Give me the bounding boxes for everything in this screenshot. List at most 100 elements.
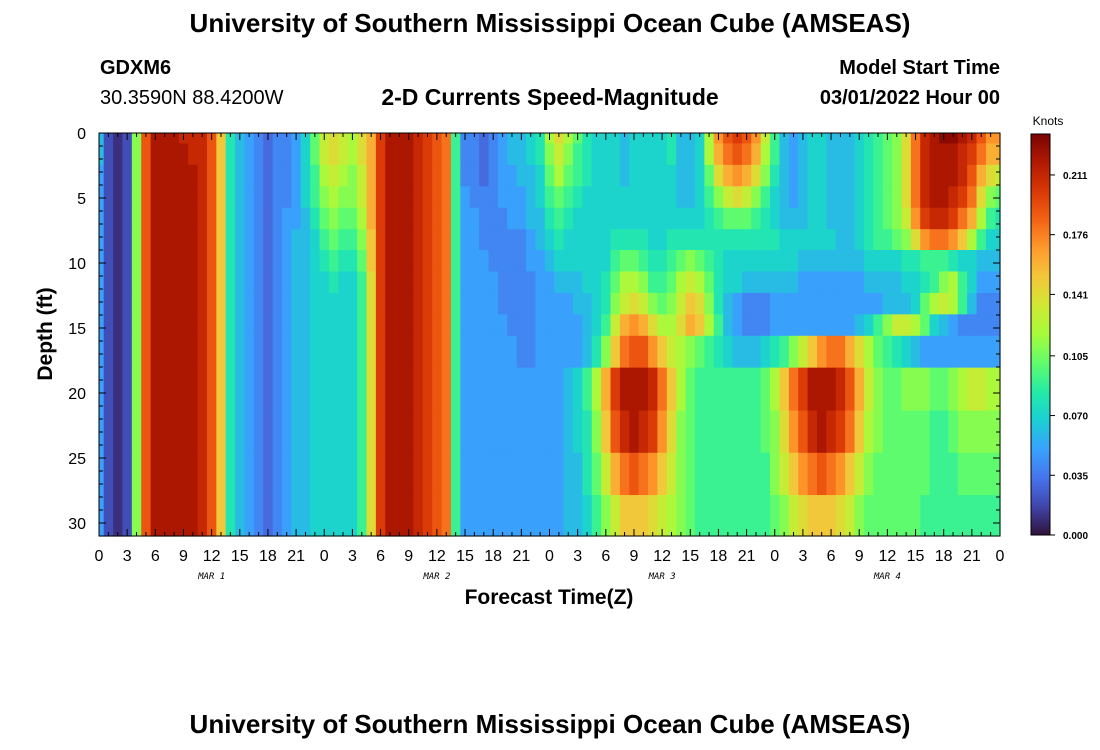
heatmap-cell: [741, 186, 752, 209]
heatmap-cell: [676, 143, 687, 166]
heatmap-cell: [263, 143, 274, 166]
heatmap-cell: [816, 250, 827, 273]
heatmap-cell: [235, 207, 246, 230]
heatmap-cell: [253, 367, 264, 412]
heatmap-cell: [995, 207, 1001, 230]
heatmap-cell: [601, 495, 612, 537]
heatmap-cell: [310, 335, 321, 369]
heatmap-cell: [178, 229, 189, 251]
heatmap-cell: [619, 452, 630, 496]
heatmap-cell: [770, 367, 781, 412]
heatmap-cell: [338, 495, 349, 537]
heatmap-cell: [995, 250, 1001, 273]
heatmap-cell: [507, 410, 518, 454]
heatmap-cell: [779, 250, 790, 273]
heatmap-cell: [657, 292, 668, 315]
heatmap-cell: [516, 335, 527, 369]
heatmap-cell: [788, 271, 799, 294]
heatmap-cell: [638, 271, 649, 294]
heatmap-cell: [535, 164, 546, 187]
heatmap-cell: [347, 335, 358, 369]
heatmap-cell: [713, 367, 724, 412]
heatmap-cell: [957, 292, 968, 315]
heatmap-cell: [723, 229, 734, 251]
heatmap-cell: [328, 164, 339, 187]
heatmap-cell: [244, 292, 255, 315]
heatmap-cell: [985, 495, 996, 537]
heatmap-cell: [422, 292, 433, 315]
heatmap-cell: [141, 186, 152, 209]
heatmap-cell: [723, 452, 734, 496]
heatmap-cell: [929, 250, 940, 273]
colorbar-tick-label: 0.176: [1063, 231, 1088, 242]
heatmap-cell: [404, 164, 415, 187]
heatmap-cell: [272, 335, 283, 369]
heatmap-cell: [910, 410, 921, 454]
heatmap-cell: [122, 452, 133, 496]
heatmap-cell: [310, 314, 321, 337]
heatmap-cell: [300, 133, 311, 144]
heatmap-cell: [479, 314, 490, 337]
heatmap-cell: [413, 314, 424, 337]
heatmap-cell: [967, 367, 978, 412]
heatmap-cell: [619, 133, 630, 144]
heatmap-cell: [385, 452, 396, 496]
heatmap-cell: [103, 335, 114, 369]
heatmap-cell: [357, 250, 368, 273]
heatmap-cell: [497, 186, 508, 209]
heatmap-cell: [328, 335, 339, 369]
heatmap-cell: [357, 164, 368, 187]
heatmap-cell: [347, 271, 358, 294]
heatmap-cell: [225, 207, 236, 230]
heatmap-cell: [713, 164, 724, 187]
heatmap-cell: [741, 229, 752, 251]
heatmap-cell: [601, 335, 612, 369]
heatmap-cell: [160, 335, 170, 369]
heatmap-cell: [206, 410, 217, 454]
heatmap-cell: [666, 143, 677, 166]
heatmap-cell: [657, 164, 668, 187]
heatmap-cell: [160, 186, 170, 209]
heatmap-cell: [413, 271, 424, 294]
heatmap-cell: [479, 367, 490, 412]
heatmap-cell: [160, 314, 170, 337]
heatmap-cell: [319, 452, 330, 496]
heatmap-cell: [610, 314, 621, 337]
heatmap-cell: [713, 314, 724, 337]
heatmap-cell: [479, 495, 490, 537]
heatmap-cell: [685, 271, 696, 294]
x-tick-label: 9: [404, 548, 413, 565]
heatmap-cell: [892, 143, 903, 166]
heatmap-cell: [263, 292, 274, 315]
heatmap-cell: [272, 367, 283, 412]
heatmap-cell: [160, 133, 170, 144]
heatmap-cell: [225, 292, 236, 315]
main-title: University of Southern Mississippi Ocean…: [189, 8, 911, 38]
heatmap-cell: [629, 186, 640, 209]
heatmap-cell: [591, 292, 602, 315]
heatmap-cell: [694, 133, 705, 144]
heatmap-cell: [253, 452, 264, 496]
heatmap-cell: [178, 207, 189, 230]
heatmap-cell: [920, 271, 931, 294]
heatmap-cell: [929, 207, 940, 230]
heatmap-cell: [619, 271, 630, 294]
heatmap-cell: [657, 367, 668, 412]
colorbar: Knots 0.000 0.035 0.070 0.105 0.141 0.176 0.21…: [1030, 114, 1088, 542]
heatmap-cell: [413, 335, 424, 369]
heatmap-cell: [985, 410, 996, 454]
heatmap-cell: [497, 367, 508, 412]
heatmap-cell: [741, 164, 752, 187]
heatmap-cell: [366, 271, 377, 294]
y-tick-label: 25: [68, 451, 86, 468]
heatmap-cell: [554, 186, 565, 209]
heatmap-cell: [985, 367, 996, 412]
heatmap-cell: [103, 292, 114, 315]
heatmap-cell: [929, 271, 940, 294]
heatmap-cell: [469, 495, 480, 537]
heatmap-cell: [882, 292, 893, 315]
heatmap-cell: [873, 367, 884, 412]
heatmap-cell: [892, 314, 903, 337]
heatmap-cell: [516, 143, 527, 166]
